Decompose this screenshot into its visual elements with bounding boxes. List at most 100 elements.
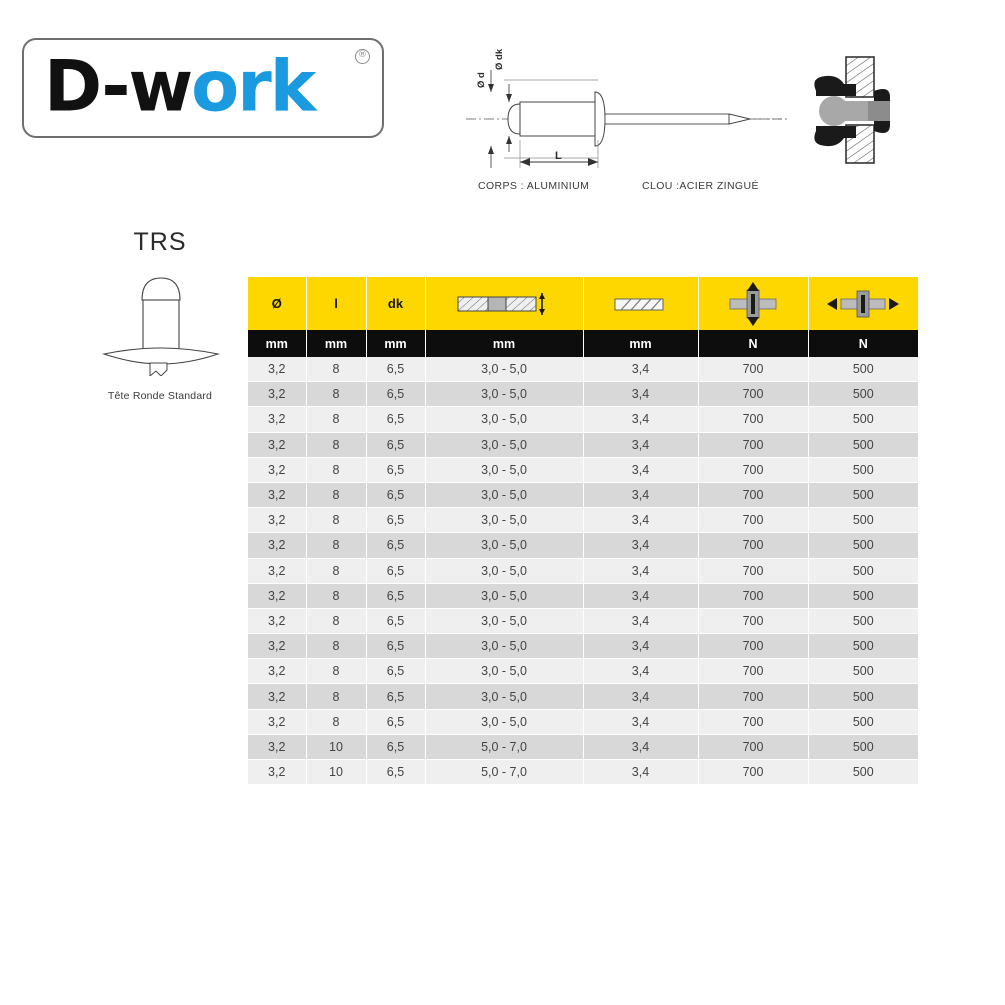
- table-cell: 8: [306, 381, 367, 408]
- table-cell: 500: [808, 683, 918, 710]
- table-row: 3,2 8 6,5 3,0 - 5,0 3,4 700 500: [248, 633, 918, 660]
- table-cell: 6,5: [366, 709, 426, 735]
- table-cell: 700: [698, 482, 809, 509]
- table-cell: 3,2: [248, 457, 307, 483]
- table-cell: 8: [306, 357, 367, 383]
- table-cell: 500: [808, 734, 918, 761]
- table-cell: 3,2: [248, 759, 307, 786]
- table-cell: 3,4: [583, 658, 699, 685]
- table-cell: 3,0 - 5,0: [425, 507, 584, 534]
- table-cell: 3,4: [583, 406, 699, 433]
- table-row: 3,2 8 6,5 3,0 - 5,0 3,4 700 500: [248, 683, 918, 710]
- table-cell: 3,2: [248, 734, 307, 761]
- table-cell: 3,4: [583, 482, 699, 509]
- table-cell: 700: [698, 683, 809, 710]
- table-cell: 6,5: [366, 357, 426, 383]
- rivet-dimension-schematic: Ø d Ø dk L: [462, 40, 792, 190]
- table-cell: 700: [698, 583, 809, 609]
- table-cell: 6,5: [366, 381, 426, 408]
- table-cell: 3,0 - 5,0: [425, 457, 584, 483]
- table-cell: 3,0 - 5,0: [425, 357, 584, 383]
- col-header-diameter: Ø: [248, 277, 307, 330]
- table-row: 3,2 8 6,5 3,0 - 5,0 3,4 700 500: [248, 406, 918, 433]
- col-header-diameter-label: Ø: [271, 296, 282, 311]
- table-cell: 6,5: [366, 457, 426, 483]
- table-cell: 700: [698, 457, 809, 483]
- table-cell: 500: [808, 558, 918, 584]
- table-cell: 500: [808, 709, 918, 735]
- table-cell: 500: [808, 608, 918, 635]
- table-cell: 6,5: [366, 658, 426, 685]
- table-row: 3,2 8 6,5 3,0 - 5,0 3,4 700 500: [248, 482, 918, 509]
- table-cell: 3,0 - 5,0: [425, 658, 584, 685]
- unit-head-diameter: mm: [366, 330, 426, 357]
- head-type-block: TRS Tête Ronde Standard: [60, 228, 260, 418]
- table-cell: 6,5: [366, 734, 426, 761]
- table-row: 3,2 10 6,5 5,0 - 7,0 3,4 700 500: [248, 759, 918, 786]
- table-cell: 700: [698, 381, 809, 408]
- table-cell: 3,2: [248, 608, 307, 635]
- table-cell: 700: [698, 507, 809, 534]
- table-cell: 8: [306, 608, 367, 635]
- table-cell: 3,4: [583, 507, 699, 534]
- table-cell: 6,5: [366, 432, 426, 458]
- table-cell: 500: [808, 406, 918, 433]
- unit-length: mm: [306, 330, 367, 357]
- table-cell: 500: [808, 381, 918, 408]
- table-cell: 500: [808, 357, 918, 383]
- table-cell: 3,2: [248, 432, 307, 458]
- table-cell: 3,2: [248, 507, 307, 534]
- table-cell: 8: [306, 633, 367, 660]
- table-cell: 3,4: [583, 608, 699, 635]
- material-captions: CORPS : ALUMINIUM CLOU :ACIER ZINGUÉ: [470, 180, 790, 198]
- table-row: 3,2 8 6,5 3,0 - 5,0 3,4 700 500: [248, 381, 918, 408]
- col-header-drill-diameter: [583, 277, 699, 330]
- unit-grip-range: mm: [425, 330, 584, 357]
- table-cell: 700: [698, 734, 809, 761]
- table-cell: 8: [306, 482, 367, 509]
- table-cell: 8: [306, 406, 367, 433]
- body-material-label: CORPS : ALUMINIUM: [478, 180, 590, 192]
- table-cell: 3,0 - 5,0: [425, 709, 584, 735]
- table-cell: 700: [698, 532, 809, 559]
- table-cell: 10: [306, 759, 367, 786]
- col-header-shear-load: [808, 277, 918, 330]
- table-cell: 8: [306, 658, 367, 685]
- table-cell: 3,4: [583, 759, 699, 786]
- table-cell: 3,0 - 5,0: [425, 558, 584, 584]
- table-cell: 6,5: [366, 532, 426, 559]
- table-cell: 500: [808, 507, 918, 534]
- table-row: 3,2 8 6,5 3,0 - 5,0 3,4 700 500: [248, 457, 918, 483]
- head-type-caption: Tête Ronde Standard: [107, 390, 213, 402]
- table-cell: 3,0 - 5,0: [425, 608, 584, 635]
- table-cell: 5,0 - 7,0: [425, 734, 584, 761]
- table-cell: 700: [698, 658, 809, 685]
- grip-range-icon: [457, 292, 545, 315]
- table-cell: 3,4: [583, 532, 699, 559]
- table-cell: 8: [306, 558, 367, 584]
- table-cell: 3,2: [248, 558, 307, 584]
- table-cell: 500: [808, 432, 918, 458]
- table-cell: 6,5: [366, 507, 426, 534]
- head-type-code: TRS: [133, 228, 187, 256]
- unit-tensile-load: N: [698, 330, 809, 357]
- table-cell: 3,2: [248, 633, 307, 660]
- table-header-symbols: Ø l dk: [248, 277, 918, 330]
- table-row: 3,2 8 6,5 3,0 - 5,0 3,4 700 500: [248, 357, 918, 383]
- table-cell: 8: [306, 457, 367, 483]
- table-cell: 700: [698, 759, 809, 786]
- table-cell: 8: [306, 709, 367, 735]
- table-row: 3,2 8 6,5 3,0 - 5,0 3,4 700 500: [248, 709, 918, 735]
- table-cell: 700: [698, 406, 809, 433]
- table-cell: 3,4: [583, 558, 699, 584]
- table-cell: 6,5: [366, 558, 426, 584]
- brand-name-blue: ork: [191, 45, 316, 128]
- table-cell: 3,2: [248, 709, 307, 735]
- table-cell: 3,4: [583, 381, 699, 408]
- table-cell: 3,4: [583, 432, 699, 458]
- unit-diameter: mm: [248, 330, 307, 357]
- table-cell: 6,5: [366, 583, 426, 609]
- brand-logo-wordmark: D-work: [44, 52, 316, 122]
- table-cell: 3,2: [248, 381, 307, 408]
- dim-l-label: L: [555, 150, 562, 162]
